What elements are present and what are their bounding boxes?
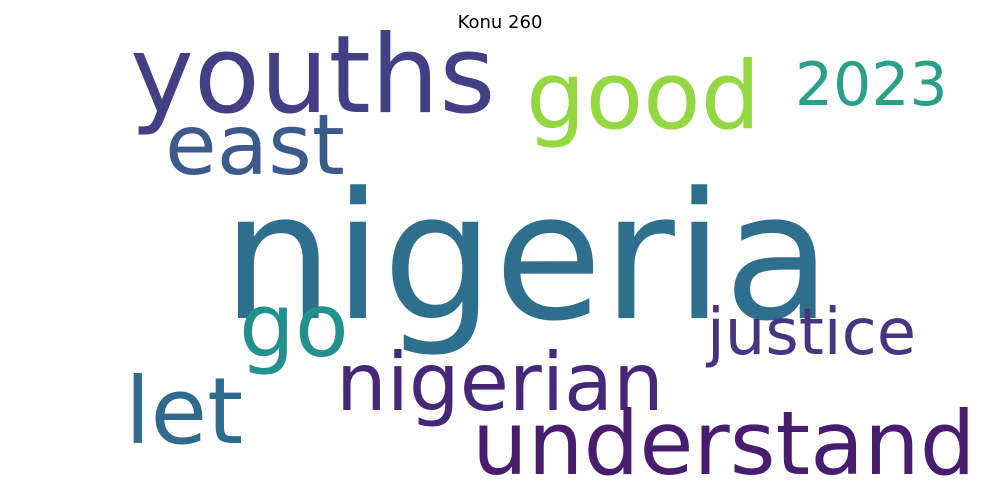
word-justice: justice bbox=[707, 296, 917, 370]
word-nigerian: nigerian bbox=[336, 336, 664, 429]
word-go: go bbox=[239, 274, 349, 377]
word-good: good bbox=[526, 42, 761, 151]
chart-title: Konu 260 bbox=[457, 12, 543, 33]
word-2023: 2023 bbox=[795, 50, 948, 120]
word-nigeria: nigeria bbox=[222, 155, 832, 360]
word-let: let bbox=[125, 358, 244, 465]
word-youths: youths bbox=[130, 13, 496, 138]
word-east: east bbox=[165, 96, 345, 194]
word-understand: understand bbox=[472, 392, 976, 495]
